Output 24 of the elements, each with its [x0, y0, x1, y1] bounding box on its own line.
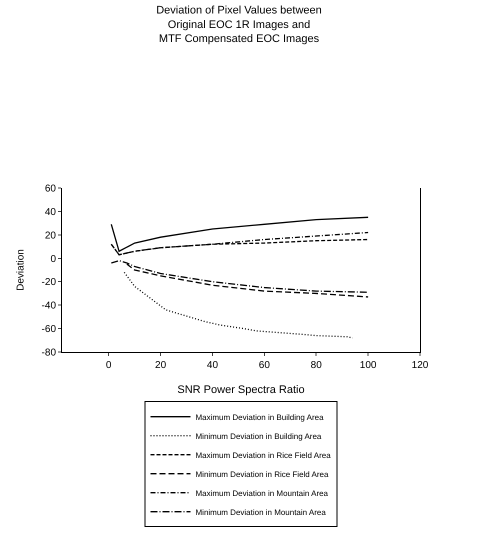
- x-tick-label: 80: [310, 360, 322, 371]
- y-tick-label: -40: [42, 300, 56, 312]
- x-tick-label: 60: [258, 360, 270, 371]
- legend-label: Minimum Deviation in Rice Field Area: [196, 470, 329, 479]
- legend-label: Maximum Deviation in Rice Field Area: [196, 450, 332, 460]
- y-tick-label: 60: [44, 184, 56, 194]
- y-axis-title: Deviation: [16, 249, 27, 291]
- x-tick-label: 40: [206, 360, 218, 371]
- x-tick-label: 120: [412, 360, 429, 371]
- x-axis-title: SNR Power Spectra Ratio: [177, 384, 305, 396]
- x-tick-label: 20: [155, 360, 167, 371]
- y-tick-label: -60: [42, 324, 56, 336]
- legend-label: Minimum Deviation in Building Area: [196, 432, 322, 441]
- legend-label: Maximum Deviation in Mountain Area: [196, 488, 329, 498]
- x-tick-label: 0: [106, 360, 112, 371]
- x-tick-label: 100: [360, 360, 377, 371]
- legend-label: Maximum Deviation in Building Area: [196, 412, 324, 422]
- y-tick-label: -80: [42, 348, 56, 358]
- chart-title: Deviation of Pixel Values between Original EOC 1R Images and MTF Compensated EOC Images: [156, 4, 322, 46]
- y-tick-label: 0: [50, 254, 56, 265]
- legend-label: Minimum Deviation in Mountain Area: [196, 508, 326, 517]
- y-tick-label: 40: [44, 206, 56, 218]
- y-tick-label: -20: [42, 277, 56, 288]
- y-tick-label: 20: [44, 230, 56, 242]
